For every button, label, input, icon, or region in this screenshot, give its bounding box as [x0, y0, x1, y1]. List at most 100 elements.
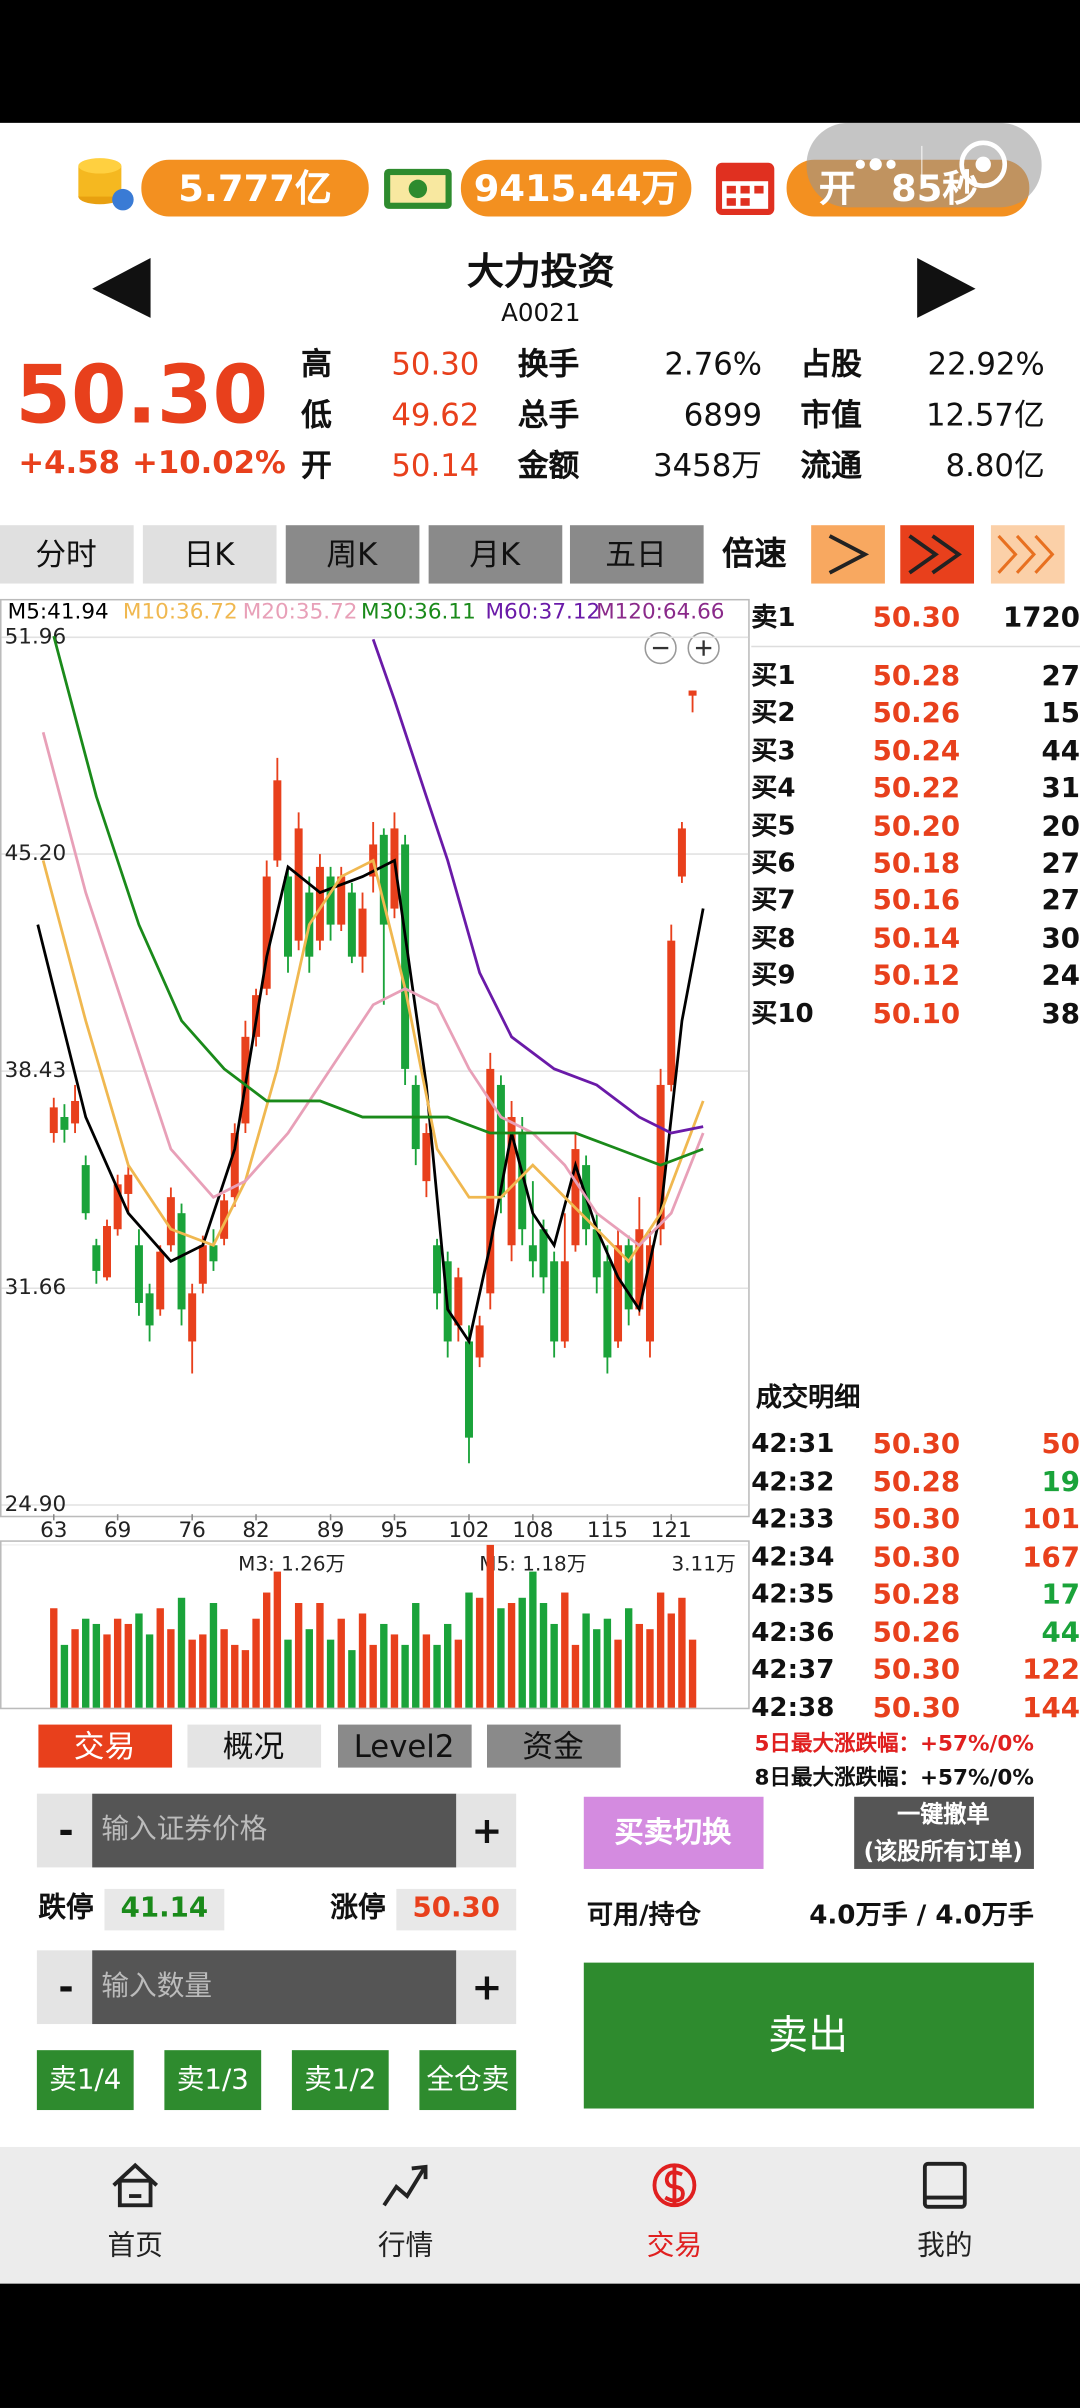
period-tab[interactable] — [569, 525, 704, 584]
trade-tab[interactable] — [337, 1724, 472, 1768]
close-dot — [975, 156, 991, 172]
volume-ma: M3: 1.26万 — [238, 1551, 345, 1575]
candle-body — [454, 1277, 463, 1326]
cancel-button[interactable] — [854, 1796, 1034, 1869]
volume-bar — [678, 1597, 686, 1708]
minus-button[interactable] — [36, 1793, 93, 1868]
plus[interactable]: + — [471, 1965, 503, 2009]
period-tab[interactable] — [428, 525, 563, 584]
badge — [141, 159, 369, 217]
sell-button[interactable] — [583, 1962, 1034, 2109]
bid-price: 50.22 — [872, 772, 961, 805]
sell-label[interactable]: 卖出 — [768, 2013, 849, 2060]
candle-body — [614, 1245, 623, 1342]
candle-body — [677, 828, 686, 877]
legend-entry: M20:35.72 — [243, 600, 358, 625]
volume-bar — [231, 1644, 239, 1708]
speed-1[interactable] — [811, 525, 885, 584]
stat-label: 金额 — [517, 446, 580, 484]
bid-qty: 24 — [1041, 960, 1080, 993]
system-bar — [0, 2283, 1080, 2408]
period-tab[interactable] — [142, 525, 277, 584]
nav-label[interactable]: 首页 — [107, 2229, 163, 2263]
zoom-out[interactable] — [644, 631, 677, 665]
stat-label: 占股 — [800, 345, 862, 383]
period-tab-label[interactable]: 分时 — [35, 535, 97, 573]
period-tab-label[interactable]: 日K — [183, 535, 235, 573]
volume-bar — [348, 1650, 356, 1708]
next-button[interactable] — [917, 257, 976, 318]
period-tab[interactable] — [0, 525, 134, 584]
period-tab-label[interactable]: 月K — [469, 535, 521, 573]
trade-tab-label[interactable]: 资金 — [522, 1727, 584, 1765]
trade-qty: 167 — [1022, 1541, 1080, 1574]
candle-body — [166, 1197, 175, 1246]
chevron — [1034, 534, 1055, 574]
trade-qty: 19 — [1041, 1465, 1080, 1499]
volume-bar — [135, 1613, 143, 1708]
candle-body — [230, 1133, 239, 1198]
input[interactable] — [92, 1950, 457, 2025]
volume-bar — [550, 1623, 558, 1708]
trade-tab-label[interactable]: 交易 — [73, 1727, 136, 1765]
bid-label: 买2 — [751, 698, 796, 730]
trade-tab-label[interactable]: Level2 — [353, 1727, 455, 1765]
bid-price: 50.26 — [872, 697, 961, 731]
trade-tab[interactable] — [487, 1724, 621, 1768]
close-icon[interactable] — [959, 140, 1008, 189]
trade-time: 42:32 — [751, 1466, 835, 1498]
x-tick-label: 82 — [242, 1518, 269, 1543]
bid-price: 50.18 — [872, 847, 961, 880]
trade-tab-label[interactable]: 概况 — [222, 1727, 285, 1765]
quick-sell-label[interactable]: 卖1/4 — [49, 2063, 122, 2097]
minus[interactable]: - — [58, 1809, 74, 1853]
switch-label[interactable]: 买卖切换 — [614, 1815, 732, 1850]
ask-price: 50.30 — [872, 601, 961, 635]
quick-sell-button[interactable] — [419, 2050, 517, 2111]
candle-body — [347, 892, 356, 957]
quick-sell-label[interactable]: 卖1/3 — [176, 2063, 249, 2097]
quick-sell-button[interactable] — [36, 2050, 134, 2111]
nav-label[interactable]: 交易 — [646, 2229, 703, 2263]
quick-sell-label[interactable]: 全仓卖 — [426, 2063, 510, 2097]
input[interactable] — [92, 1793, 457, 1868]
quick-sell-label[interactable]: 卖1/2 — [304, 2063, 377, 2097]
y-tick-label: 31.66 — [5, 1275, 67, 1300]
stock-code: A0021 — [501, 297, 581, 328]
volume-bar — [603, 1618, 612, 1708]
avail: 4.0万手 / 4.0万手 — [809, 1900, 1034, 1932]
quick-sell-button[interactable] — [164, 2050, 262, 2111]
prev-button[interactable] — [92, 257, 151, 318]
stat-label: 流通 — [800, 446, 862, 484]
period-tab[interactable] — [285, 525, 420, 584]
x-tick-label: 102 — [448, 1518, 489, 1543]
chevron — [908, 534, 939, 575]
plus[interactable]: + — [471, 1809, 503, 1853]
nav-label[interactable]: 我的 — [917, 2229, 973, 2263]
candle-body — [571, 1149, 580, 1246]
stat-value: 2.76% — [664, 345, 763, 383]
zoom-in[interactable] — [687, 631, 720, 665]
chevron — [931, 534, 962, 575]
candle-body — [81, 1165, 90, 1214]
trade-tab[interactable] — [38, 1724, 173, 1768]
plus-button[interactable] — [456, 1950, 517, 2025]
quick-sell-button[interactable] — [291, 2050, 389, 2111]
stat-value: 22.92% — [927, 345, 1045, 383]
stat-value: 8.80亿 — [945, 446, 1045, 484]
plus-button[interactable] — [456, 1793, 517, 1868]
minus-button[interactable] — [36, 1950, 93, 2025]
nav-label[interactable]: 行情 — [377, 2229, 434, 2263]
legend-entry: M5:41.94 — [8, 600, 109, 625]
cancel-label[interactable]: 一键撤单 — [897, 1800, 990, 1829]
period-tab-label[interactable]: 五日 — [605, 535, 667, 573]
cancel-label[interactable]: (该股所有订单) — [863, 1837, 1023, 1866]
switch-button[interactable] — [583, 1796, 764, 1869]
period-tab-label[interactable]: 周K — [326, 535, 378, 573]
volume-bar — [177, 1597, 186, 1708]
minus[interactable]: - — [58, 1965, 74, 2009]
candle-body — [220, 1200, 229, 1239]
trade-tab[interactable] — [187, 1724, 322, 1768]
stock-name: 大力投资 — [467, 250, 615, 294]
volume-bar — [156, 1608, 164, 1708]
